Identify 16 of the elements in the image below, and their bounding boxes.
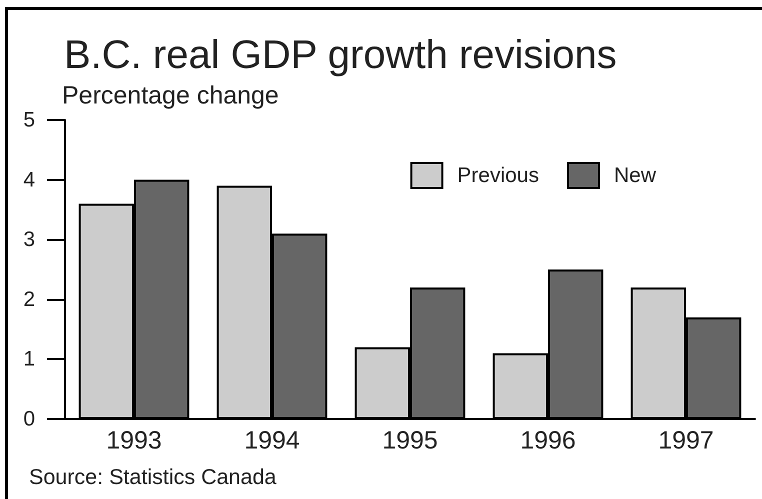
y-tick-label: 4 xyxy=(23,168,36,192)
legend-label: New xyxy=(614,164,657,187)
legend-label: Previous xyxy=(457,164,539,187)
y-tick-label: 5 xyxy=(23,108,35,132)
source-note: Source: Statistics Canada xyxy=(29,465,276,489)
chart-title: B.C. real GDP growth revisions xyxy=(64,33,617,77)
x-tick-label: 1995 xyxy=(382,426,438,454)
x-tick-label: 1997 xyxy=(658,426,714,454)
y-axis-title: Percentage change xyxy=(62,82,279,110)
y-tick-label: 1 xyxy=(23,348,35,371)
y-tick-label: 0 xyxy=(23,408,35,430)
x-tick-label: 1996 xyxy=(520,426,576,454)
y-tick-label: 3 xyxy=(23,228,35,252)
x-tick-label: 1993 xyxy=(106,426,162,454)
x-tick-label: 1994 xyxy=(244,426,300,454)
y-tick-label: 2 xyxy=(23,288,35,311)
